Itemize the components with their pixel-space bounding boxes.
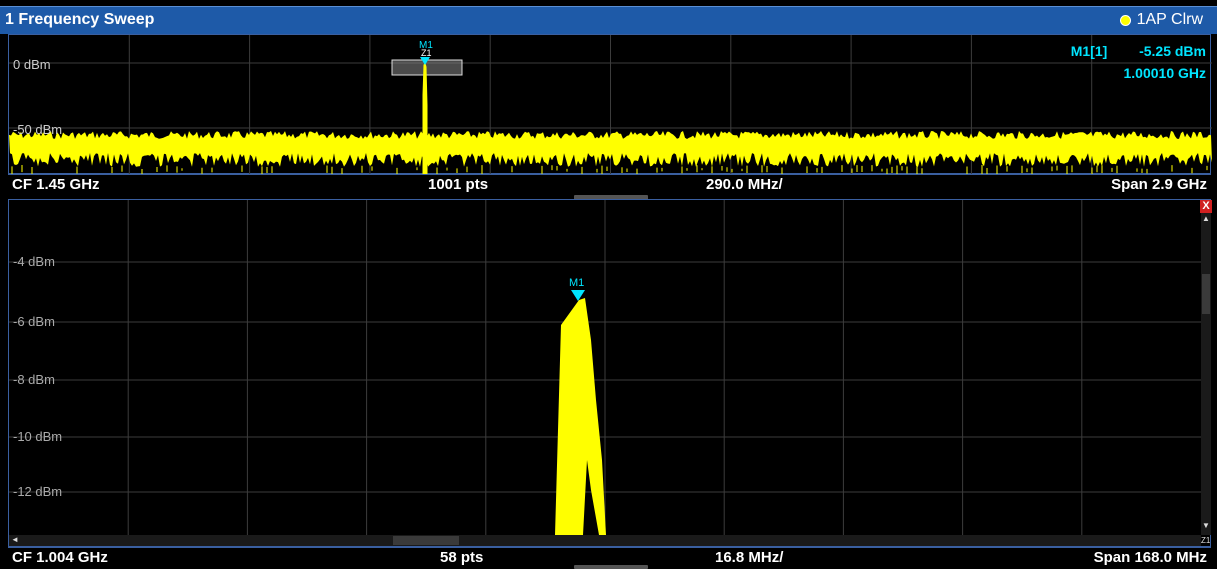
overview-zoom-marker-label: Z1 [421, 48, 432, 58]
zoom-y-label-0: -4 dBm [13, 254, 55, 269]
vertical-scrollbar[interactable]: X ▲ ▼ [1200, 200, 1212, 535]
zoom-span: Span 168.0 MHz [1093, 549, 1207, 566]
overview-footer: CF 1.45 GHz 1001 pts 290.0 MHz/ Span 2.9… [8, 174, 1211, 195]
overview-div: 290.0 MHz/ [706, 176, 783, 193]
scroll-up-arrow-icon[interactable]: ▲ [1202, 214, 1210, 223]
window-title: 1 Frequency Sweep [5, 11, 155, 28]
horizontal-scrollbar[interactable]: ◄ [9, 535, 1201, 546]
trace-label: 1AP Clrw [1136, 11, 1203, 28]
overview-marker-icon[interactable] [420, 57, 430, 65]
vertical-scroll-thumb[interactable] [1202, 274, 1210, 314]
window-title-bar: 1 Frequency Sweep 1AP Clrw [0, 6, 1217, 34]
zoom-indicator-label: Z1 [1201, 536, 1211, 545]
marker-readout: M1[1] -5.25 dBm 1.00010 GHz [1071, 43, 1206, 81]
zoom-plot: M1 [9, 200, 1201, 535]
overview-signal-peak [422, 61, 428, 175]
overview-points: 1001 pts [428, 176, 489, 193]
zoom-diagram[interactable]: M1 -4 dBm -6 dBm -8 dBm -10 dBm -12 dBm … [8, 199, 1212, 547]
zoom-marker-label: M1 [569, 277, 584, 289]
zoom-area-box[interactable] [391, 59, 463, 76]
trace-info[interactable]: 1AP Clrw [1119, 11, 1203, 29]
zoom-marker-icon[interactable] [571, 290, 585, 301]
marker-readout-frequency: 1.00010 GHz [1123, 65, 1207, 81]
overview-marker-label: M1 [419, 40, 433, 51]
marker-readout-name: M1[1] [1070, 43, 1108, 59]
overview-plot: M1 Z1 [9, 35, 1212, 175]
overview-center-freq: CF 1.45 GHz [12, 176, 100, 193]
overview-diagram[interactable]: M1 Z1 0 dBm -50 dBm M1[1] -5.25 dBm 1.00… [8, 34, 1212, 175]
marker-readout-level: -5.25 dBm [1139, 43, 1206, 59]
scroll-left-arrow-icon[interactable]: ◄ [11, 535, 19, 544]
zoom-y-label-4: -12 dBm [13, 484, 63, 499]
zoom-points: 58 pts [440, 549, 484, 566]
bottom-splitter-handle[interactable] [574, 565, 648, 569]
overview-noise-floor [9, 131, 1212, 167]
zoom-y-label-3: -10 dBm [13, 429, 63, 444]
zoom-corner-indicator: Z1 [1201, 535, 1211, 546]
top-y-label-1: -50 dBm [13, 122, 63, 137]
zoom-signal-trace [555, 298, 606, 535]
overview-span: Span 2.9 GHz [1111, 176, 1207, 193]
top-y-label-0: 0 dBm [13, 57, 51, 72]
zoom-footer: CF 1.004 GHz 58 pts 16.8 MHz/ Span 168.0… [8, 547, 1211, 568]
horizontal-scroll-thumb[interactable] [393, 536, 459, 545]
zoom-y-label-1: -6 dBm [13, 314, 55, 329]
trace-indicator-icon [1119, 14, 1131, 26]
scroll-down-arrow-icon[interactable]: ▼ [1202, 521, 1210, 530]
zoom-center-freq: CF 1.004 GHz [12, 549, 108, 566]
zoom-y-label-2: -8 dBm [13, 372, 55, 387]
zoom-div: 16.8 MHz/ [715, 549, 784, 566]
close-zoom-button[interactable]: X [1200, 200, 1212, 213]
